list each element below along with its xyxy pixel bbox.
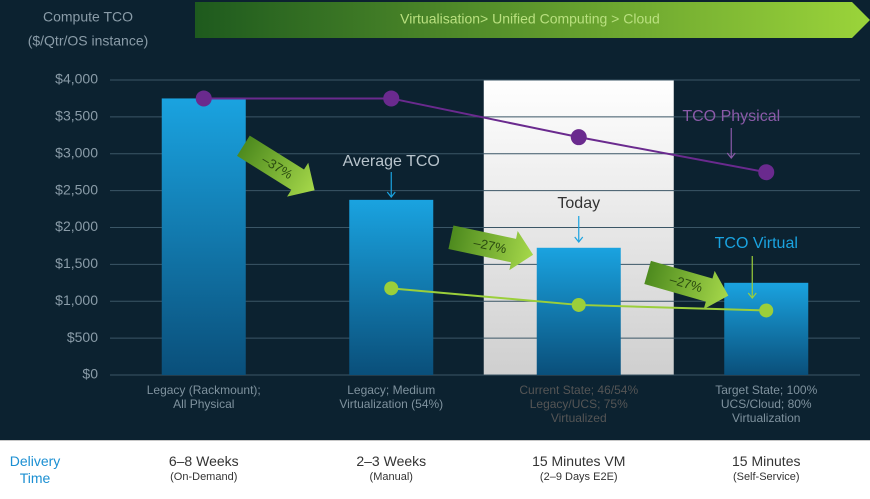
line-point	[570, 129, 587, 146]
callout-arrowhead	[574, 236, 584, 243]
banner-text: Virtualisation> Unified Computing > Clou…	[400, 11, 660, 27]
y-tick-label: $1,500	[55, 255, 98, 271]
change-arrow-shape	[237, 135, 315, 197]
line-point	[759, 303, 774, 318]
y-tick-label: $4,000	[55, 71, 98, 87]
line-series	[203, 97, 767, 174]
change-arrow-shape	[644, 260, 729, 310]
line-point	[758, 164, 775, 181]
chart: Virtualisation> Unified Computing > Clou…	[28, 2, 870, 382]
delivery-main: 15 Minutes	[732, 453, 801, 469]
delivery-sub: (On-Demand)	[170, 471, 238, 483]
change-label: –27%	[472, 235, 508, 257]
line-point	[383, 90, 400, 107]
series-label: TCO Physical	[682, 108, 780, 125]
callout-label: Average TCO	[343, 153, 440, 170]
y-tick-label: $0	[82, 366, 98, 382]
x-tick-label: Legacy; Medium Virtualization (54%)	[339, 383, 444, 411]
bar	[161, 98, 246, 375]
delivery-item: 2–3 Weeks (Manual)	[306, 453, 476, 485]
line-point	[195, 90, 212, 107]
change-arrow: –27%	[644, 260, 729, 310]
y-tick-label: $1,000	[55, 292, 98, 308]
y-tick-label: $2,500	[55, 181, 98, 197]
delivery-sub: (Self-Service)	[732, 471, 800, 483]
y-axis-title: ($/Qtr/OS instance)	[28, 33, 149, 49]
callout-arrowhead	[386, 191, 396, 198]
delivery-item: 15 Minutes VM (2–9 Days E2E)	[494, 453, 664, 485]
delivery-sub: (Manual)	[369, 471, 413, 483]
x-tick-label: Legacy (Rackmount); All Physical	[146, 383, 261, 411]
bar	[724, 282, 809, 375]
series-label: TCO Virtual	[715, 235, 798, 252]
line-point	[571, 297, 586, 312]
delivery-item: 15 Minutes (Self-Service)	[681, 453, 851, 485]
x-tick-label: Target State; 100% UCS/Cloud; 80% Virtua…	[715, 383, 818, 425]
delivery-label: Delivery Time	[9, 453, 61, 486]
line-point	[384, 281, 399, 296]
delivery-main: 15 Minutes VM	[532, 453, 626, 469]
change-arrow-shape	[448, 225, 534, 271]
change-arrow: –37%	[237, 135, 315, 197]
y-tick-label: $500	[67, 329, 98, 345]
y-tick-label: $2,000	[55, 218, 98, 234]
banner-arrow	[195, 2, 870, 38]
delivery-item: 6–8 Weeks (On-Demand)	[119, 453, 289, 485]
delivery-main: 6–8 Weeks	[168, 453, 239, 469]
y-tick-label: $3,500	[55, 108, 98, 124]
callout-arrowhead	[747, 292, 757, 299]
delivery-sub: (2–9 Days E2E)	[539, 471, 618, 483]
delivery-main: 2–3 Weeks	[356, 453, 427, 469]
marks: Average TCO Today TCO Physical TCO Virtual –…	[161, 90, 809, 375]
callout-arrowhead	[726, 152, 736, 159]
delivery-row: Delivery Time 6–8 Weeks (On-Demand) 2–3 We…	[0, 440, 870, 499]
callout-label: Today	[557, 195, 600, 212]
y-axis-title: Compute TCO	[43, 9, 133, 25]
y-tick-label: $3,000	[55, 144, 98, 160]
change-arrow: –27%	[448, 225, 534, 271]
x-tick-label: Current State; 46/54% Legacy/UCS; 75% Vi…	[519, 383, 639, 425]
